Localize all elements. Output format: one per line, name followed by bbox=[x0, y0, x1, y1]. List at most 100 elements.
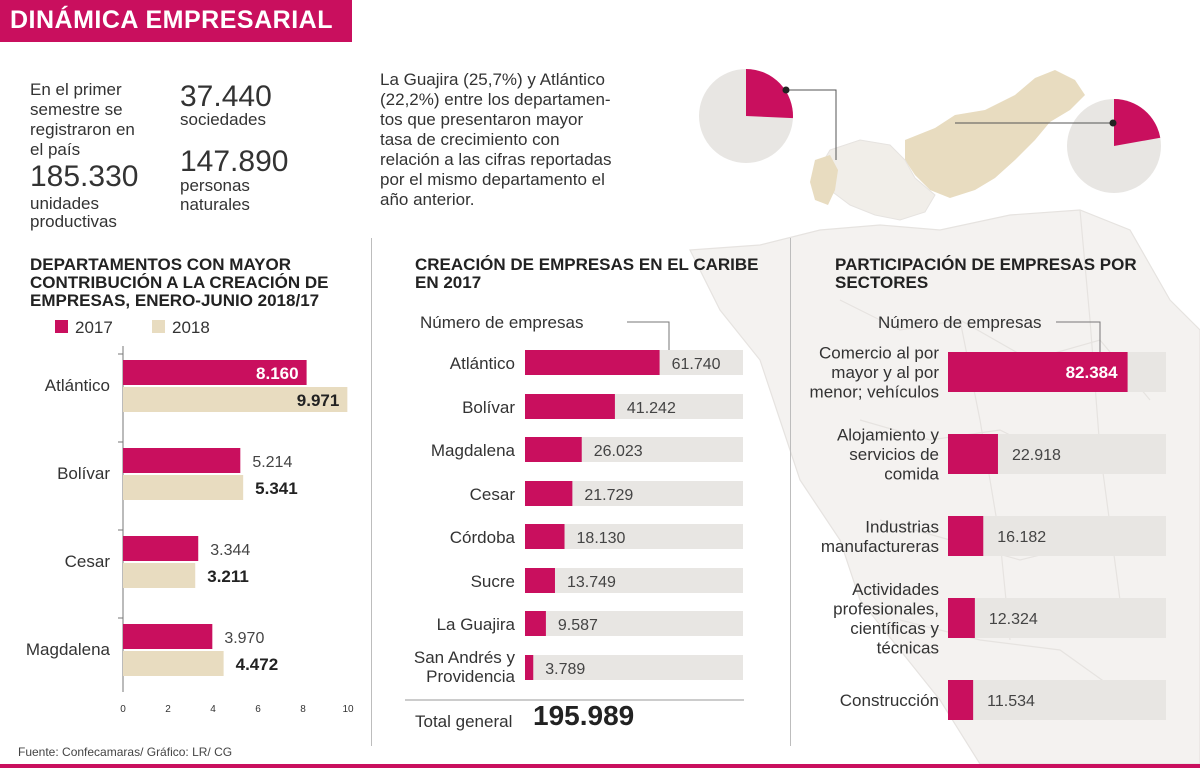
chart3-value-label: 11.534 bbox=[987, 693, 1035, 710]
chart3-value-label: 22.918 bbox=[1012, 447, 1061, 464]
chart1-category-label: Magdalena bbox=[26, 640, 111, 659]
footer-bar bbox=[0, 764, 1200, 768]
total-units-number: 185.330 bbox=[30, 160, 139, 193]
chart2-bar bbox=[525, 350, 660, 375]
chart1-category-label: Atlántico bbox=[45, 376, 110, 395]
chart2-bar bbox=[525, 437, 582, 462]
chart2-value-label: 3.789 bbox=[545, 661, 585, 678]
chart2-category-label: Córdoba bbox=[450, 528, 516, 547]
chart1-axis-tick-label: 6 bbox=[255, 704, 261, 715]
chart1-bar-2017 bbox=[123, 448, 241, 473]
pie-atlantico-dot bbox=[1109, 119, 1117, 127]
chart2-category-label: San Andrés y bbox=[414, 648, 516, 667]
chart1-bar-2017 bbox=[123, 624, 213, 649]
societies-label: sociedades bbox=[180, 110, 267, 129]
persons-number: 147.890 bbox=[180, 145, 289, 178]
chart3-bar-track bbox=[948, 680, 1166, 720]
chart1-axis-tick-label: 2 bbox=[165, 704, 171, 715]
chart1-title-line-1: DEPARTAMENTOS CON MAYOR bbox=[30, 255, 292, 274]
chart1-bar-2018 bbox=[123, 651, 224, 676]
chart1-axis-tick-label: 4 bbox=[210, 704, 216, 715]
chart2-total-value: 195.989 bbox=[533, 700, 635, 731]
persons-label-2: naturales bbox=[180, 195, 250, 214]
chart1-value-label: 3.344 bbox=[210, 542, 250, 559]
chart3-bar bbox=[948, 352, 1128, 392]
chart3-bar bbox=[948, 516, 984, 556]
chart3-category-label: servicios de bbox=[849, 445, 939, 464]
chart2-category-label: Atlántico bbox=[450, 354, 515, 373]
chart2-axis-note: Número de empresas bbox=[420, 313, 584, 332]
map-guajira-region bbox=[905, 70, 1085, 198]
chart1-axis-tick-label: 0 bbox=[120, 704, 126, 715]
chart2-category-label: Providencia bbox=[426, 667, 515, 686]
column-divider-2 bbox=[790, 238, 791, 746]
intro-line-4: el país bbox=[30, 140, 81, 159]
chart2-value-label: 61.740 bbox=[672, 356, 721, 373]
chart2-title-line-2: EN 2017 bbox=[415, 273, 482, 292]
chart1-departamentos: Atlántico 8.160 9.971 Bolívar 5.214 5.341 Cesa… bbox=[26, 346, 354, 715]
intro-line-1: En el primer bbox=[30, 80, 122, 99]
chart1-title-line-2: CONTRIBUCIÓN A LA CREACIÓN DE bbox=[30, 273, 329, 292]
chart2-value-label: 21.729 bbox=[584, 487, 633, 504]
pie-connector-lines bbox=[782, 86, 1117, 160]
chart3-value-label: 16.182 bbox=[997, 529, 1046, 546]
chart2-category-label: Magdalena bbox=[431, 441, 516, 460]
chart1-value-label: 3.211 bbox=[207, 567, 249, 586]
chart2-bar-track bbox=[525, 568, 743, 593]
chart2-category-label: Cesar bbox=[470, 485, 516, 504]
chart2-value-label: 18.130 bbox=[577, 530, 626, 547]
chart3-category-label: Comercio al por bbox=[819, 344, 939, 363]
chart3-value-label: 82.384 bbox=[1066, 363, 1119, 382]
legend-2018-swatch bbox=[152, 320, 165, 333]
chart2-total-label: Total general bbox=[415, 712, 513, 731]
pie-guajira-slice bbox=[746, 69, 793, 119]
note-line-7: año anterior. bbox=[380, 190, 475, 209]
chart2-bar bbox=[525, 481, 573, 506]
pie-guajira-connector bbox=[786, 89, 837, 160]
chart2-bar-track bbox=[525, 655, 743, 680]
chart1-value-label: 8.160 bbox=[256, 364, 299, 383]
legend-2018-label: 2018 bbox=[172, 318, 210, 337]
chart1-axis-tick-label: 10 bbox=[342, 704, 354, 715]
chart3-bar bbox=[948, 598, 975, 638]
chart3-category-label: profesionales, bbox=[833, 599, 939, 618]
chart1-title-line-3: EMPRESAS, ENERO-JUNIO 2018/17 bbox=[30, 291, 320, 310]
note-line-5: relación a las cifras reportadas bbox=[380, 150, 612, 169]
note-line-6: por el mismo departamento el bbox=[380, 170, 605, 189]
chart3-category-label: Actividades bbox=[852, 580, 939, 599]
chart2-bar bbox=[525, 568, 555, 593]
legend-2017-label: 2017 bbox=[75, 318, 113, 337]
note-line-2: (22,2%) entre los departamen- bbox=[380, 90, 611, 109]
chart2-value-label: 26.023 bbox=[594, 443, 643, 460]
map-island bbox=[810, 155, 838, 205]
total-units-label-1: unidades bbox=[30, 194, 100, 213]
column-divider-1 bbox=[371, 238, 372, 746]
note-line-3: tos que presentaron mayor bbox=[380, 110, 584, 129]
chart3-category-label: mayor y al por bbox=[831, 363, 939, 382]
chart3-category-label: manufactureras bbox=[821, 537, 939, 556]
chart3-category-label: comida bbox=[884, 465, 939, 484]
note-line-4: tasa de crecimiento con bbox=[380, 130, 560, 149]
pie-guajira-dot bbox=[782, 86, 790, 94]
chart2-title-line-1: CREACIÓN DE EMPRESAS EN EL CARIBE bbox=[415, 255, 759, 274]
header-bar: DINÁMICA EMPRESARIAL bbox=[0, 0, 352, 42]
chart2-value-label: 41.242 bbox=[627, 400, 676, 417]
chart2-caribe: 61.740 Atlántico 41.242 Bolívar 26.023 Magdal… bbox=[405, 321, 744, 701]
chart3-category-label: técnicas bbox=[877, 638, 939, 657]
chart3-bar bbox=[948, 680, 974, 720]
pie-atlantico-slice bbox=[1114, 99, 1161, 146]
chart3-category-label: científicas y bbox=[850, 619, 939, 638]
chart3-category-label: Industrias bbox=[865, 517, 939, 536]
source-note: Fuente: Confecamaras/ Gráfico: LR/ CG bbox=[18, 745, 233, 759]
chart2-category-label: Bolívar bbox=[462, 398, 515, 417]
chart1-category-label: Bolívar bbox=[57, 464, 110, 483]
chart2-category-label: La Guajira bbox=[437, 615, 516, 634]
note-line-1: La Guajira (25,7%) y Atlántico bbox=[380, 70, 605, 89]
chart2-bar-track bbox=[525, 611, 743, 636]
chart3-title-line-2: SECTORES bbox=[835, 273, 929, 292]
chart1-value-label: 9.971 bbox=[297, 391, 340, 410]
chart3-category-label: Construcción bbox=[840, 691, 939, 710]
chart1-value-label: 5.214 bbox=[252, 454, 292, 471]
page-title: DINÁMICA EMPRESARIAL bbox=[10, 6, 333, 34]
